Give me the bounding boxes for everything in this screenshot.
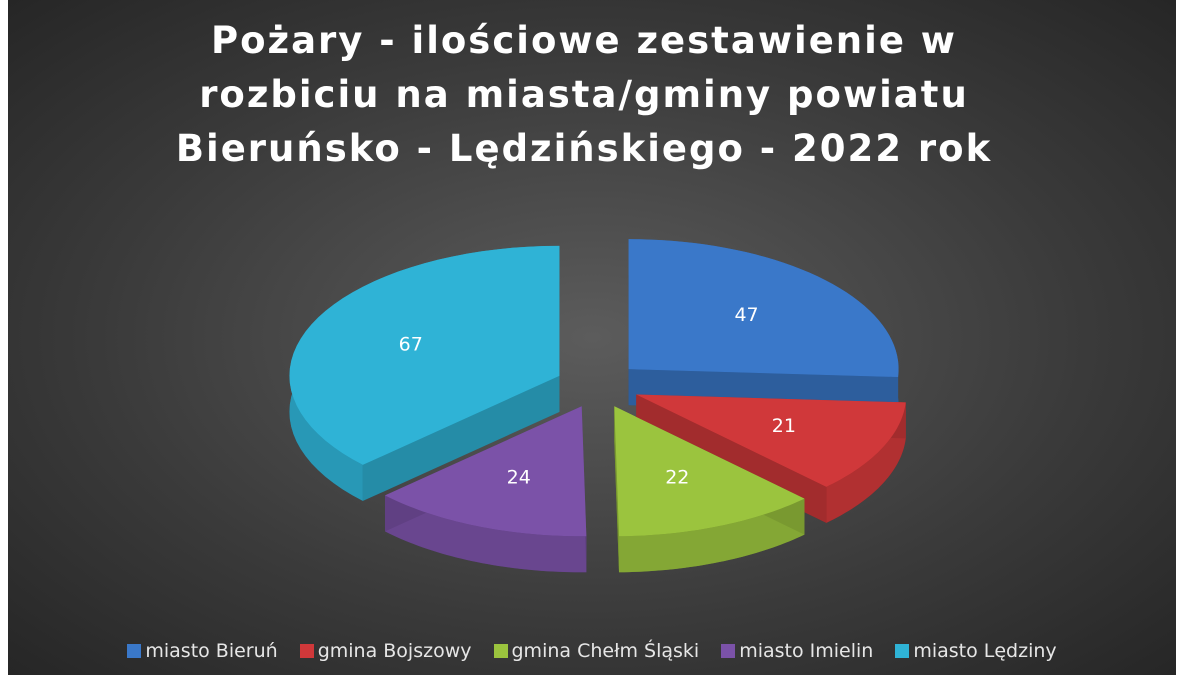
legend-item: miasto Bieruń	[127, 640, 278, 662]
legend: miasto Bieruń gmina Bojszowy gmina Chełm Ś…	[8, 640, 1176, 662]
slice	[385, 406, 587, 537]
slice	[628, 239, 899, 378]
legend-label: gmina Chełm Śląski	[511, 640, 700, 662]
data-label: 67	[399, 333, 423, 355]
legend-swatch	[895, 644, 910, 658]
legend-label: miasto Lędziny	[913, 640, 1057, 662]
legend-swatch	[127, 644, 142, 658]
data-label: 22	[665, 467, 689, 489]
data-label: 47	[734, 304, 758, 326]
slice	[636, 394, 906, 487]
legend-item: miasto Lędziny	[895, 640, 1057, 662]
legend-item: miasto Imielin	[721, 640, 873, 662]
slice	[614, 406, 805, 537]
data-label: 21	[772, 415, 796, 437]
legend-swatch	[299, 644, 314, 658]
legend-label: gmina Bojszowy	[317, 640, 472, 662]
slice-side	[826, 402, 906, 523]
legend-item: gmina Bojszowy	[299, 640, 472, 662]
slice	[289, 245, 560, 465]
slice-side	[619, 498, 805, 573]
legend-label: miasto Bieruń	[145, 640, 278, 662]
slice-group: 21	[636, 394, 906, 523]
slice-group: 67	[289, 245, 560, 501]
chart-area	[8, 0, 1176, 675]
slice-edge	[362, 375, 560, 501]
legend-swatch	[493, 644, 508, 658]
slice-side	[385, 495, 587, 573]
slice-group: 24	[385, 406, 587, 573]
legend-label: miasto Imielin	[739, 640, 874, 662]
data-label: 24	[507, 467, 531, 489]
slice-group: 22	[614, 406, 805, 573]
chart-title: Pożary - ilościowe zestawienie w rozbici…	[175, 19, 993, 170]
slice-edge	[614, 406, 620, 573]
slice-group: 47	[628, 239, 899, 414]
legend-swatch	[721, 644, 736, 658]
legend-item: gmina Chełm Śląski	[493, 640, 700, 662]
